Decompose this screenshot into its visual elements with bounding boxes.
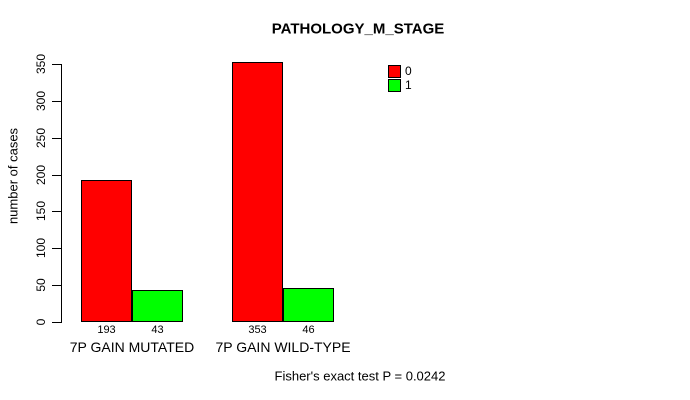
legend-label-0: 0 (405, 64, 412, 78)
y-tick-label: 250 (34, 127, 48, 149)
y-axis-line (61, 64, 62, 323)
bar-1-1 (283, 288, 334, 322)
y-tick-mark (52, 138, 61, 139)
annotation-text: Fisher's exact test P = 0.0242 (274, 368, 446, 384)
legend-swatch-1 (388, 79, 401, 92)
legend-item-1: 1 (388, 79, 412, 92)
bar-0-0 (81, 180, 132, 322)
bar-value-label: 193 (97, 324, 116, 336)
bar-value-label: 46 (302, 324, 315, 336)
y-tick-label: 0 (34, 318, 48, 326)
legend-swatch-0 (388, 65, 401, 78)
y-tick-label: 200 (34, 164, 48, 186)
y-tick-mark (52, 175, 61, 176)
y-tick-label: 300 (34, 90, 48, 112)
y-tick-mark (52, 322, 61, 323)
y-tick-mark (52, 64, 61, 65)
y-tick-mark (52, 285, 61, 286)
legend-label-1: 1 (405, 78, 412, 92)
bar-value-label: 353 (248, 324, 267, 336)
y-tick-label: 350 (34, 53, 48, 75)
y-tick-mark (52, 248, 61, 249)
legend-item-0: 0 (388, 65, 412, 78)
chart-title: PATHOLOGY_M_STAGE (271, 20, 445, 38)
category-label-0: 7P GAIN MUTATED (69, 339, 195, 355)
y-tick-label: 150 (34, 200, 48, 222)
y-tick-mark (52, 211, 61, 212)
bar-value-label: 43 (151, 324, 164, 336)
bar-1-0 (132, 290, 183, 322)
y-tick-label: 50 (34, 278, 48, 292)
y-tick-mark (52, 101, 61, 102)
category-label-1: 7P GAIN WILD-TYPE (215, 339, 351, 355)
bar-0-1 (232, 62, 283, 322)
y-axis-label: number of cases (5, 127, 21, 225)
y-tick-label: 100 (34, 237, 48, 259)
